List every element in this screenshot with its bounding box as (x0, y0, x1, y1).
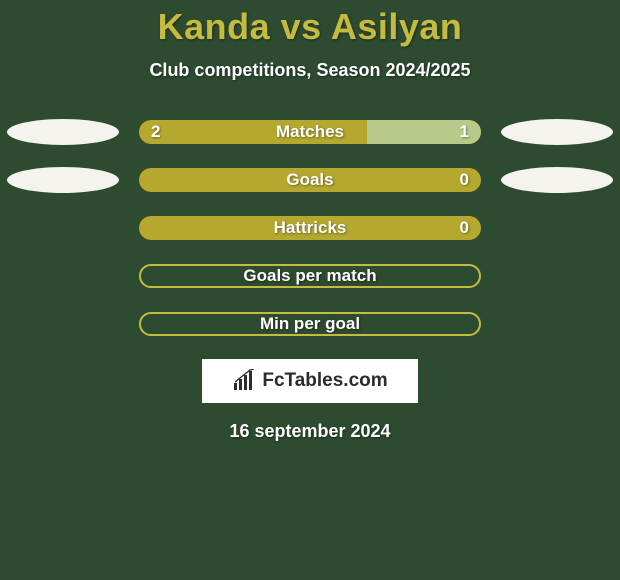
stat-row: Hattricks0 (0, 215, 620, 241)
stat-row: Min per goal (0, 311, 620, 337)
brand-inner: FcTables.com (232, 369, 387, 393)
player-left-ellipse (7, 119, 119, 145)
stat-label: Goals (139, 170, 481, 190)
ellipse-spacer (501, 263, 613, 289)
chart-icon (232, 369, 258, 393)
page-title: Kanda vs Asilyan (0, 0, 620, 48)
stat-value-right: 0 (460, 218, 469, 238)
stat-bar: Hattricks0 (139, 216, 481, 240)
stat-bar: Goals per match (139, 264, 481, 288)
player-right-ellipse (501, 167, 613, 193)
stat-row: 2Matches1 (0, 119, 620, 145)
stat-bar: Goals0 (139, 168, 481, 192)
stat-label: Hattricks (139, 218, 481, 238)
page-subtitle: Club competitions, Season 2024/2025 (0, 60, 620, 81)
ellipse-spacer (501, 311, 613, 337)
stat-row: Goals per match (0, 263, 620, 289)
stat-bar: 2Matches1 (139, 120, 481, 144)
stat-label: Min per goal (141, 314, 479, 334)
player-left-ellipse (7, 167, 119, 193)
stat-value-right: 1 (460, 122, 469, 142)
stats-rows: 2Matches1Goals0Hattricks0Goals per match… (0, 119, 620, 337)
stat-label: Matches (139, 122, 481, 142)
stat-row: Goals0 (0, 167, 620, 193)
brand-box: FcTables.com (202, 359, 418, 403)
brand-text: FcTables.com (262, 370, 387, 392)
stat-bar: Min per goal (139, 312, 481, 336)
date-text: 16 september 2024 (0, 421, 620, 442)
stat-value-right: 0 (460, 170, 469, 190)
ellipse-spacer (7, 215, 119, 241)
ellipse-spacer (7, 263, 119, 289)
stat-label: Goals per match (141, 266, 479, 286)
ellipse-spacer (501, 215, 613, 241)
ellipse-spacer (7, 311, 119, 337)
player-right-ellipse (501, 119, 613, 145)
